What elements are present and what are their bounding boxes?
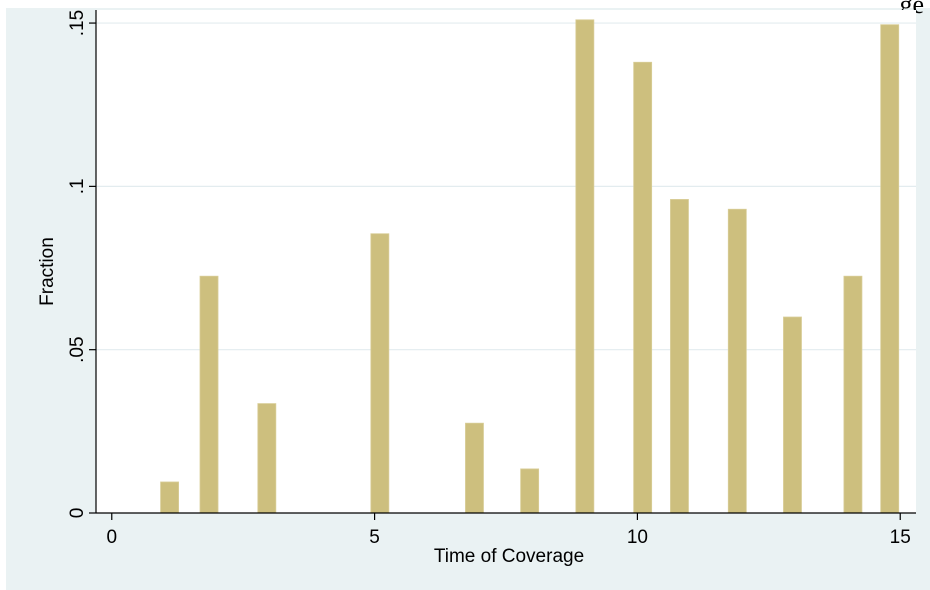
bar-6 (520, 468, 540, 514)
x-axis-title: Time of Coverage (434, 546, 584, 567)
bar-11 (783, 316, 802, 514)
bar-9 (670, 199, 689, 514)
bar-13 (880, 24, 900, 514)
y-tick-label-0: 0 (67, 508, 88, 519)
bar-2 (199, 275, 219, 514)
y-tick-label-3: .15 (67, 10, 88, 36)
x-tick-label-2: 10 (627, 527, 648, 548)
bar-5 (465, 422, 484, 514)
bar-4 (370, 233, 390, 514)
y-axis-title: Fraction (37, 237, 58, 306)
plot-area (96, 10, 916, 513)
bar-8 (633, 61, 653, 514)
y-tick-label-1: .05 (67, 336, 88, 362)
x-tick-label-0: 0 (106, 527, 117, 548)
bar-3 (257, 403, 277, 514)
bar-10 (727, 208, 747, 514)
bar-1 (160, 481, 179, 514)
bar-12 (843, 275, 863, 514)
x-tick-label-3: 15 (890, 527, 911, 548)
x-tick-label-1: 5 (369, 527, 380, 548)
bar-7 (575, 19, 595, 514)
y-tick-label-2: .1 (67, 178, 88, 194)
